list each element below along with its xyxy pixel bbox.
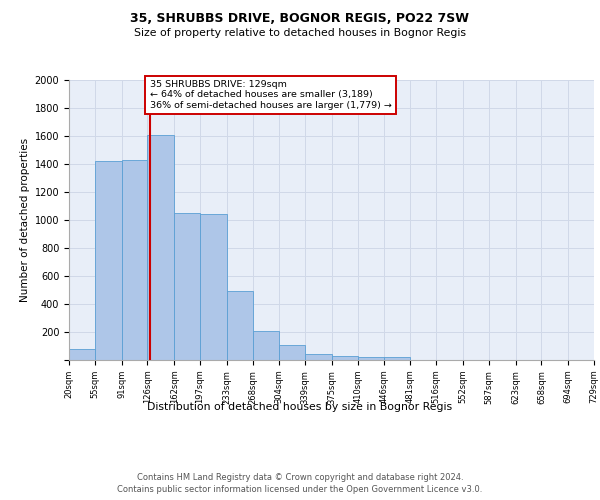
- Bar: [122, 160, 148, 360]
- Bar: [200, 214, 227, 360]
- Bar: [385, 357, 410, 360]
- Y-axis label: Number of detached properties: Number of detached properties: [20, 138, 31, 302]
- Bar: [358, 356, 385, 360]
- Bar: [332, 356, 358, 360]
- Bar: [69, 349, 95, 360]
- Bar: [253, 332, 279, 360]
- Text: 35 SHRUBBS DRIVE: 129sqm
← 64% of detached houses are smaller (3,189)
36% of sem: 35 SHRUBBS DRIVE: 129sqm ← 64% of detach…: [150, 80, 392, 110]
- Bar: [95, 161, 122, 360]
- Bar: [174, 213, 200, 360]
- Text: Size of property relative to detached houses in Bognor Regis: Size of property relative to detached ho…: [134, 28, 466, 38]
- Text: Contains HM Land Registry data © Crown copyright and database right 2024.
Contai: Contains HM Land Registry data © Crown c…: [118, 472, 482, 494]
- Bar: [305, 354, 332, 360]
- Text: Distribution of detached houses by size in Bognor Regis: Distribution of detached houses by size …: [148, 402, 452, 412]
- Text: 35, SHRUBBS DRIVE, BOGNOR REGIS, PO22 7SW: 35, SHRUBBS DRIVE, BOGNOR REGIS, PO22 7S…: [131, 12, 470, 26]
- Bar: [279, 346, 305, 360]
- Bar: [148, 134, 174, 360]
- Bar: [227, 292, 253, 360]
